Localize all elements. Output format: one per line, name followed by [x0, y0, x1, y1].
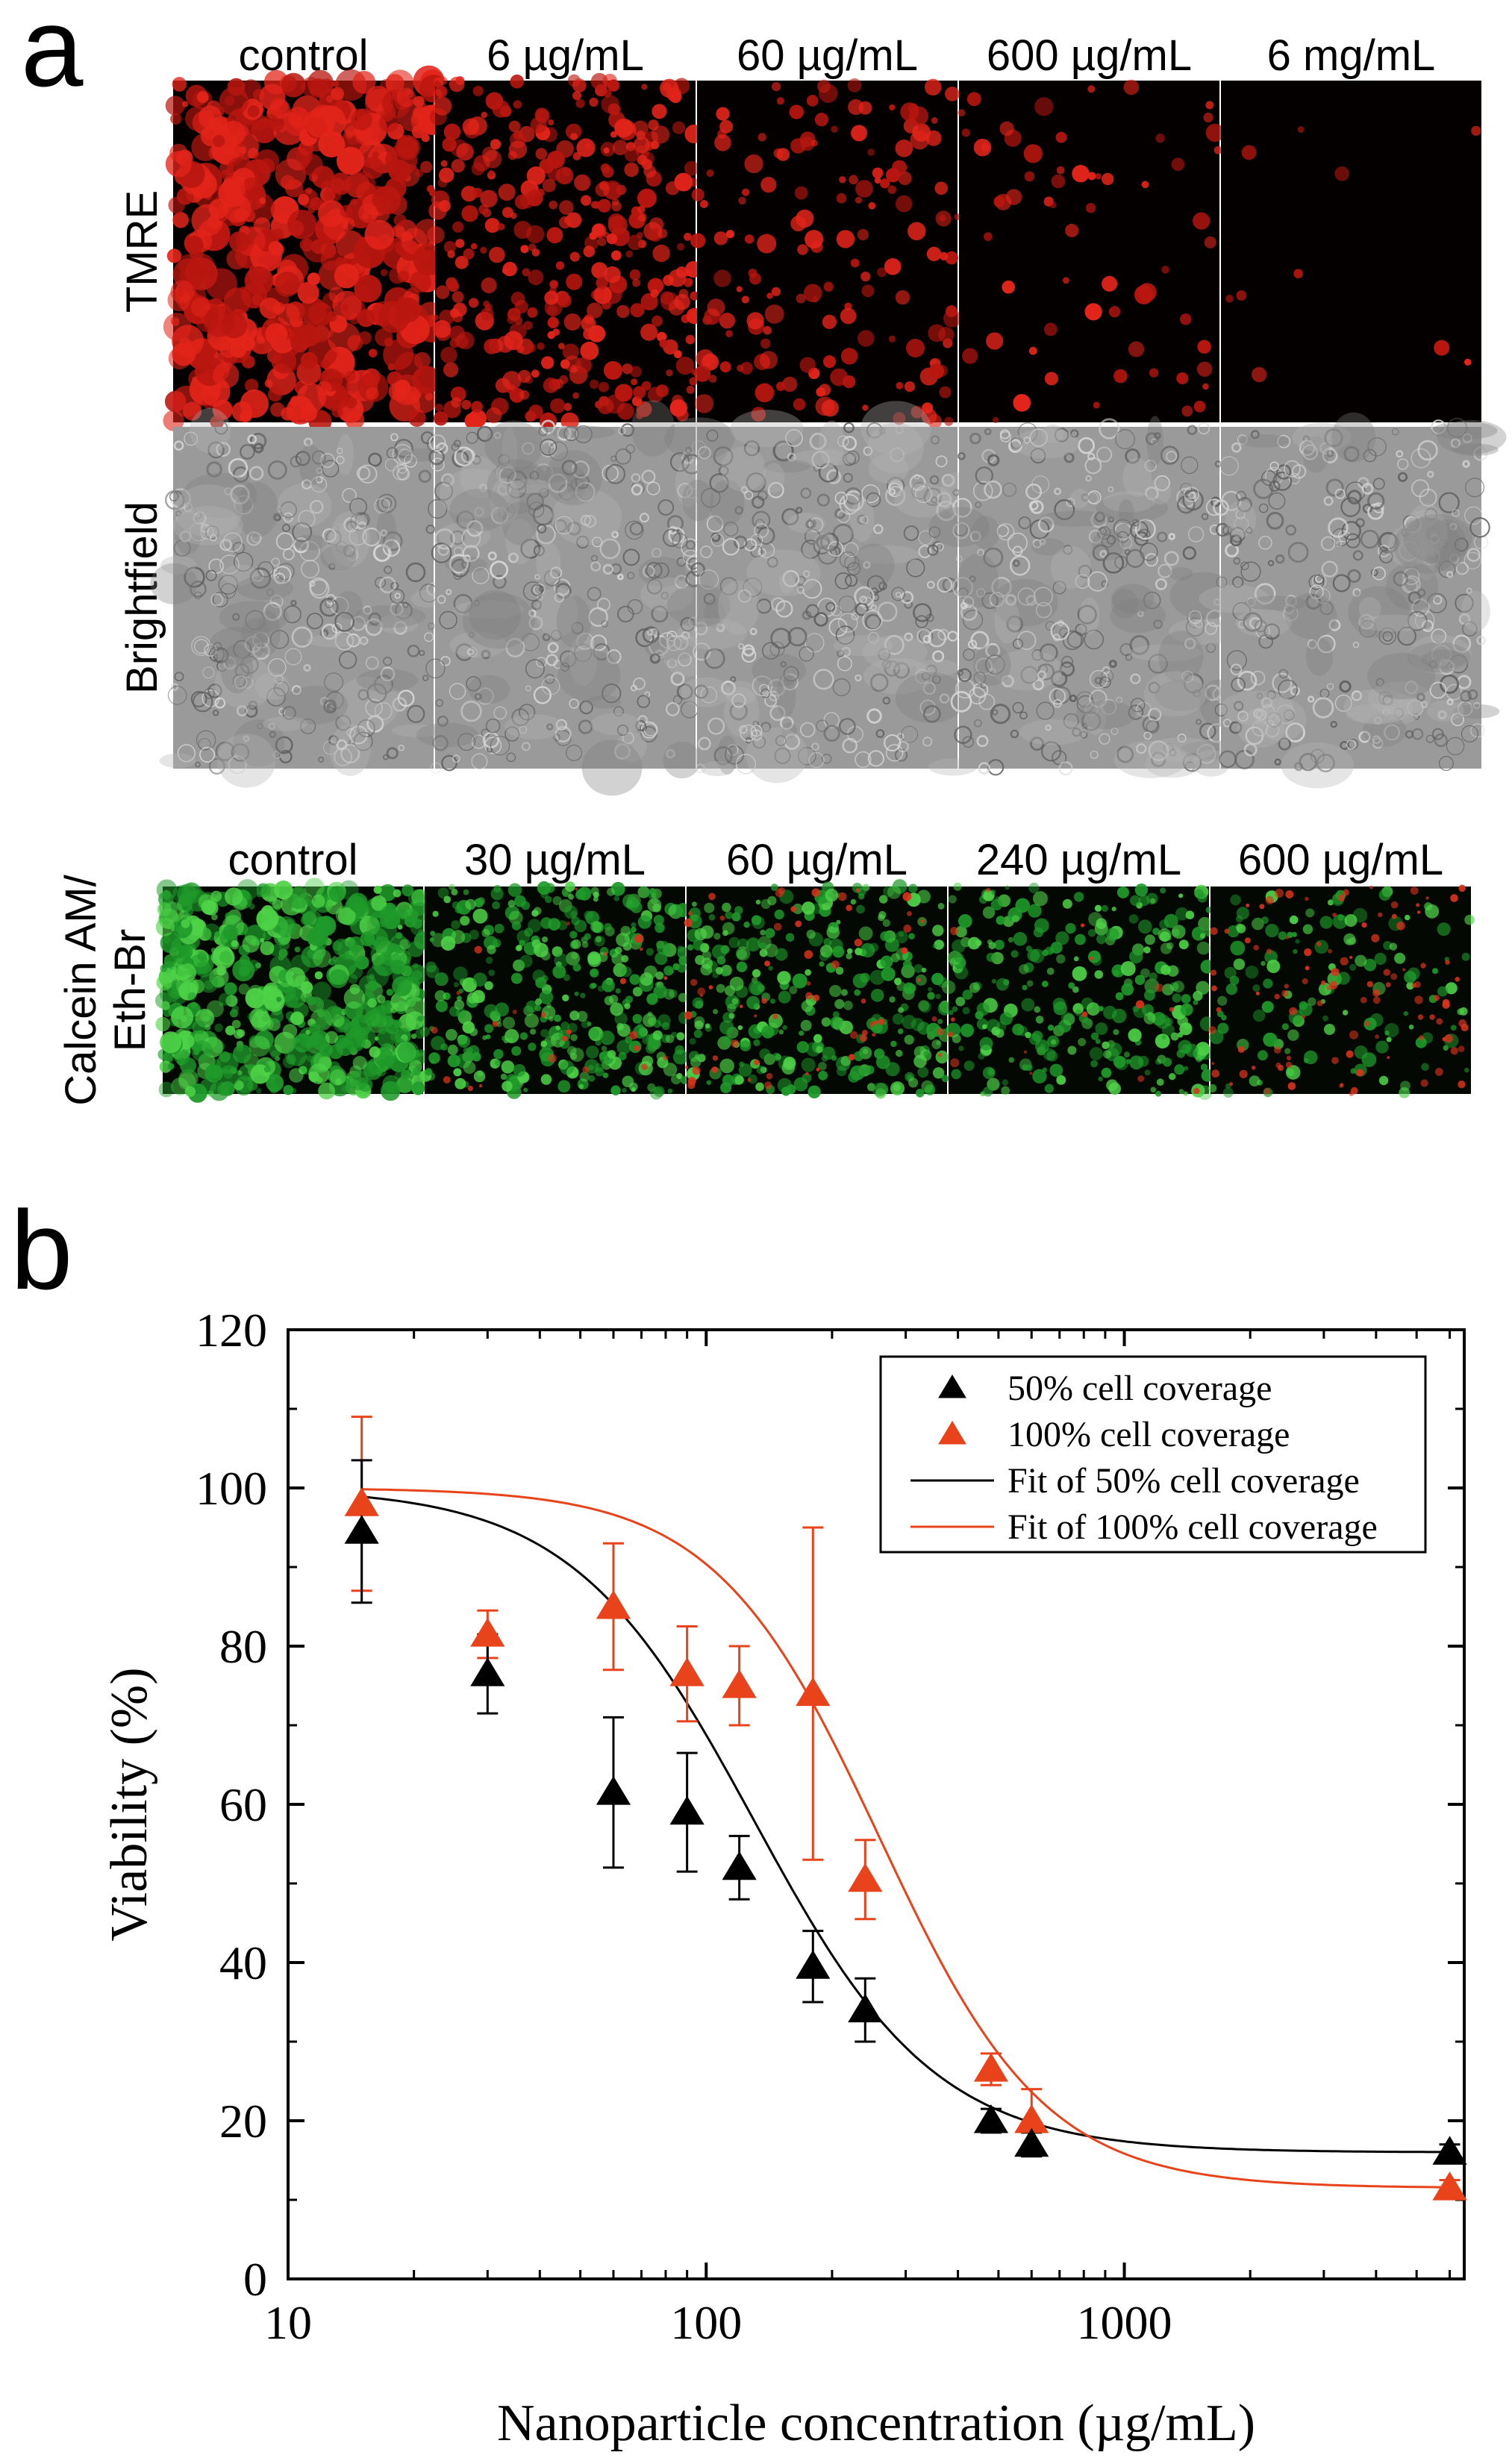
data-point: [669, 1657, 705, 1686]
chart-axes: 0 20 40 60 80 100 120 10 100 1000 Nanoparticle con…: [101, 1304, 1466, 2452]
micrograph-grid-bottom: control 30 µg/mL 60 µg/mL 240 µg/mL 600 µg/m…: [57, 836, 1475, 1106]
panel-b-letter: b: [10, 1187, 73, 1313]
y-tick-label: 100: [196, 1462, 267, 1515]
micrograph-tile: [1208, 884, 1475, 1098]
legend-marker: [938, 1421, 966, 1445]
data-point: [596, 1776, 631, 1805]
micrograph-tile: [416, 400, 713, 796]
legend-box: [879, 1355, 1427, 1554]
micrograph-tile: [419, 881, 691, 1100]
y-tick-label: 0: [243, 2253, 267, 2306]
bottom-column-label: 600 µg/mL: [1238, 836, 1443, 884]
data-point: [796, 1950, 831, 1979]
micrograph-tile: [427, 72, 704, 431]
y-tick-label: 40: [219, 1936, 267, 1989]
micrograph-tile: [928, 416, 1242, 778]
x-tick-label: 10: [264, 2296, 312, 2349]
bottom-column-label: control: [228, 836, 357, 884]
chart-legend: 50% cell coverage 100% cell coverage Fit o…: [879, 1355, 1427, 1554]
micrograph-tile: [664, 401, 978, 784]
y-tick-label: 80: [219, 1620, 267, 1673]
panel-a-letter: a: [21, 0, 84, 110]
data-point: [722, 1851, 757, 1880]
data-point: [796, 1677, 831, 1707]
data-point: [1014, 2127, 1049, 2157]
y-tick-label: 20: [219, 2095, 267, 2148]
micrograph-tile: [1221, 81, 1481, 422]
legend-label: Fit of 100% cell coverage: [1008, 1507, 1378, 1547]
data-point: [1432, 2136, 1467, 2165]
data-point: [1432, 2171, 1467, 2201]
legend-label: 50% cell coverage: [1008, 1369, 1272, 1408]
top-row-label: Brightfield: [118, 501, 166, 694]
micrograph-tile: [155, 878, 433, 1103]
viability-chart: 0 20 40 60 80 100 120 10 100 1000 Nanoparticle con…: [101, 1304, 1467, 2452]
x-tick-label: 1000: [1077, 2296, 1172, 2349]
bottom-column-label: 60 µg/mL: [726, 836, 907, 884]
top-column-label: 6 µg/mL: [487, 31, 644, 80]
top-column-label: 600 µg/mL: [987, 31, 1192, 80]
micrograph-tile: [150, 407, 445, 788]
y-axis-title: Viability (%): [101, 1667, 158, 1941]
micrograph-tile: [690, 78, 961, 429]
data-points: [344, 1487, 1467, 2201]
bottom-row-label: Calcein AM/: [57, 874, 105, 1105]
legend-label: 100% cell coverage: [1008, 1415, 1290, 1454]
fit-curve: [361, 1488, 1450, 2189]
legend-marker: [938, 1375, 966, 1398]
x-axis-title: Nanoparticle concentration (µg/mL): [497, 2395, 1255, 2452]
data-point: [973, 2053, 1009, 2082]
data-point: [848, 1863, 883, 1892]
data-point: [470, 1657, 505, 1686]
micrograph-tile: [1199, 412, 1507, 789]
micrograph-tile: [941, 882, 1215, 1101]
fit-curve: [361, 1495, 1450, 2154]
data-point: [848, 1993, 883, 2023]
y-tick-label: 120: [196, 1304, 267, 1357]
micrograph-grid-top: control 6 µg/mL 60 µg/mL 600 µg/mL 6 mg/mLTM…: [118, 31, 1507, 796]
data-point: [722, 1669, 757, 1698]
bottom-column-label: 240 µg/mL: [976, 836, 1181, 884]
data-point: [344, 1515, 379, 1544]
micrograph-tile: [958, 79, 1225, 424]
top-row-label: TMRE: [118, 190, 166, 313]
x-tick-label: 100: [670, 2296, 742, 2349]
legend-label: Fit of 50% cell coverage: [1008, 1461, 1360, 1501]
data-point: [596, 1590, 631, 1619]
top-column-label: 6 mg/mL: [1267, 31, 1436, 80]
data-point: [973, 2104, 1009, 2133]
y-tick-label: 60: [219, 1778, 267, 1831]
data-point: [344, 1487, 379, 1516]
error-bars: [351, 1416, 1461, 2198]
fit-curves: [361, 1488, 1450, 2189]
data-point: [669, 1795, 705, 1825]
bottom-column-label: 30 µg/mL: [464, 836, 646, 884]
data-point: [470, 1618, 505, 1647]
micrograph-tile: [163, 65, 448, 434]
micrograph-tile: [684, 879, 952, 1099]
bottom-row-label: Eth-Br: [106, 929, 154, 1051]
data-point: [1014, 2104, 1049, 2133]
top-column-label: 60 µg/mL: [737, 31, 918, 80]
